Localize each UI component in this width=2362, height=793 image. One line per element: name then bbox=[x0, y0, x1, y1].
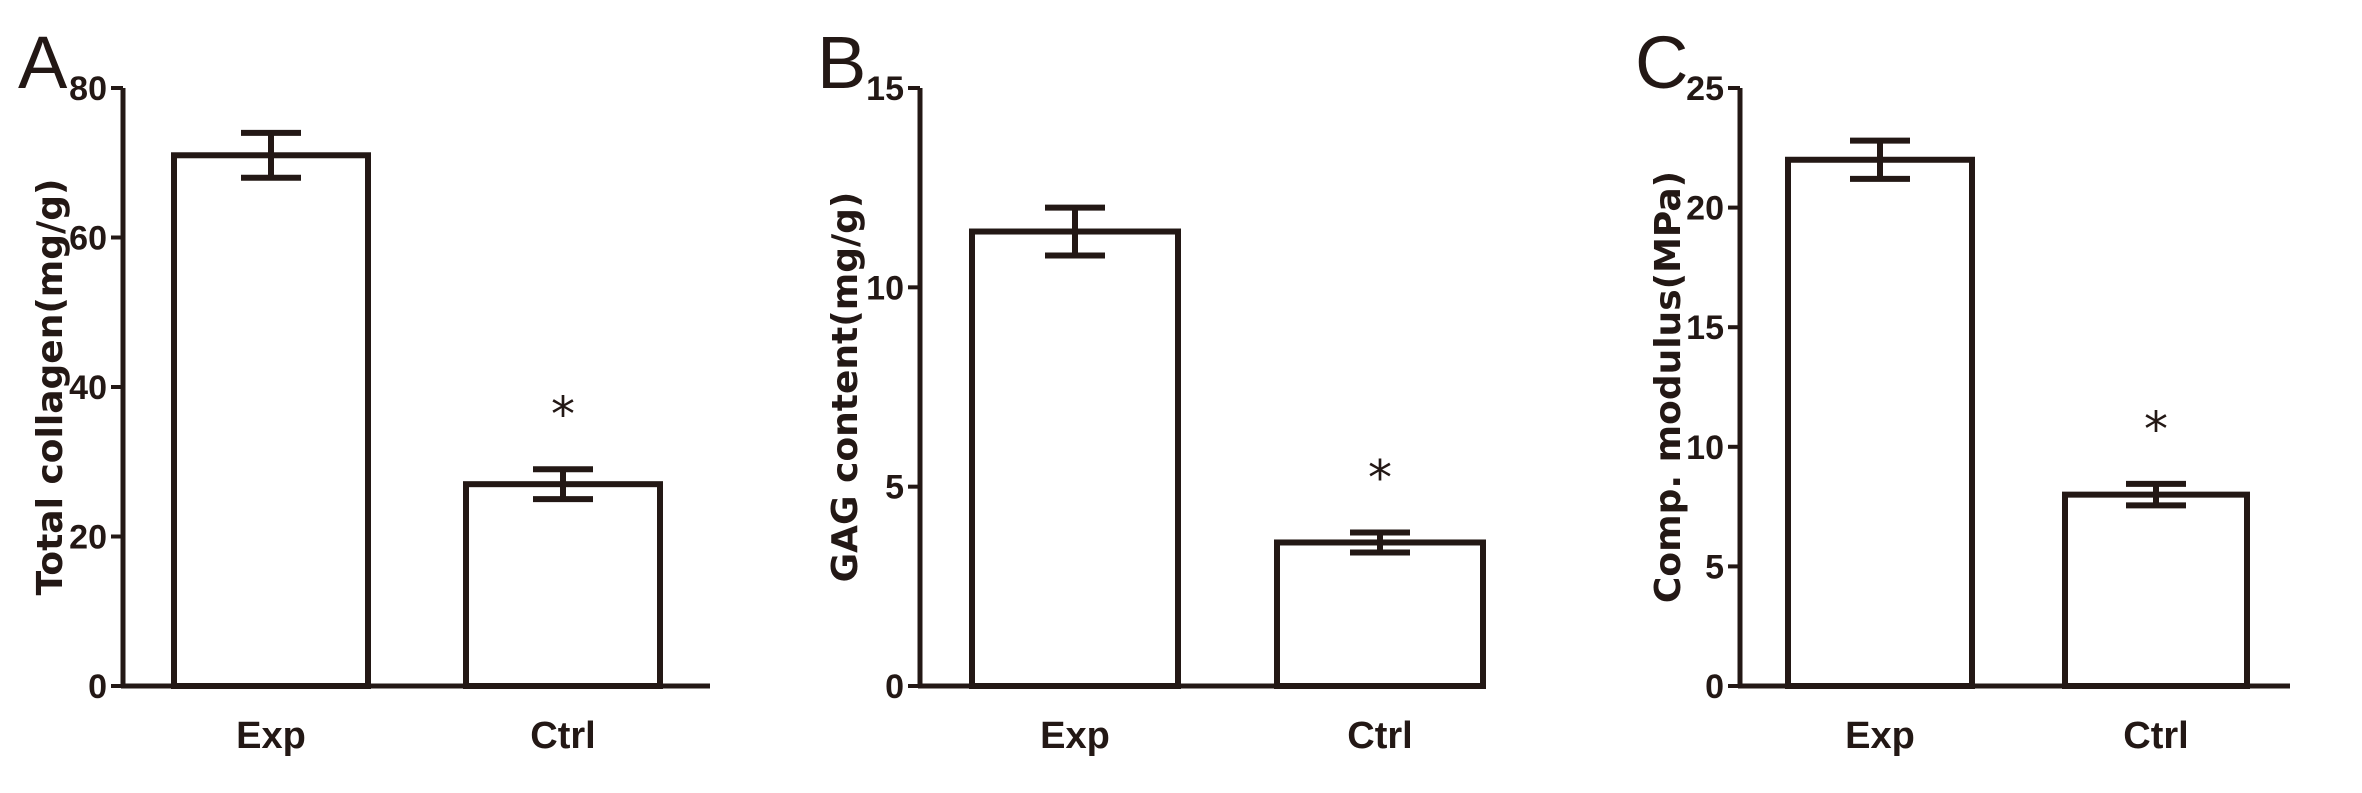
y-tick-label: 60 bbox=[69, 220, 107, 258]
bar bbox=[1785, 156, 1975, 689]
significance-mark: * bbox=[2144, 402, 2168, 458]
bar bbox=[2062, 491, 2250, 690]
y-tick-label: 10 bbox=[1686, 429, 1724, 467]
y-tick-label: 25 bbox=[1686, 70, 1724, 108]
y-tick-label: 0 bbox=[1705, 668, 1724, 706]
y-tick-label: 10 bbox=[866, 269, 904, 307]
y-tick-label: 5 bbox=[1705, 548, 1724, 586]
panel-letter: A bbox=[18, 21, 68, 104]
significance-mark: * bbox=[1368, 451, 1392, 507]
y-tick-label: 80 bbox=[69, 70, 107, 108]
x-tick-label: Exp bbox=[1845, 715, 1915, 757]
y-axis-title: Comp. modulus(MPa) bbox=[1648, 171, 1689, 603]
x-tick-label: Exp bbox=[1040, 715, 1110, 757]
significance-mark: * bbox=[551, 387, 575, 443]
y-tick-label: 0 bbox=[88, 668, 107, 706]
y-axis-title: GAG content(mg/g) bbox=[825, 192, 866, 583]
y-tick-label: 0 bbox=[885, 668, 904, 706]
y-axis-title: Total collagen(mg/g) bbox=[30, 179, 71, 596]
bar bbox=[463, 481, 663, 689]
y-tick-label: 40 bbox=[69, 369, 107, 407]
x-tick-label: Exp bbox=[236, 715, 306, 757]
y-tick-label: 15 bbox=[1686, 309, 1724, 347]
y-tick-label: 20 bbox=[1686, 190, 1724, 228]
x-tick-label: Ctrl bbox=[530, 715, 595, 757]
x-tick-label: Ctrl bbox=[2123, 715, 2188, 757]
bar bbox=[171, 152, 371, 689]
y-tick-label: 20 bbox=[69, 519, 107, 557]
panel-letter: B bbox=[817, 21, 866, 104]
y-tick-label: 15 bbox=[866, 70, 904, 108]
x-tick-label: Ctrl bbox=[1347, 715, 1412, 757]
panel-letter: C bbox=[1635, 21, 1688, 104]
bar bbox=[969, 228, 1181, 690]
bar bbox=[1274, 539, 1486, 689]
y-tick-label: 5 bbox=[885, 469, 904, 507]
